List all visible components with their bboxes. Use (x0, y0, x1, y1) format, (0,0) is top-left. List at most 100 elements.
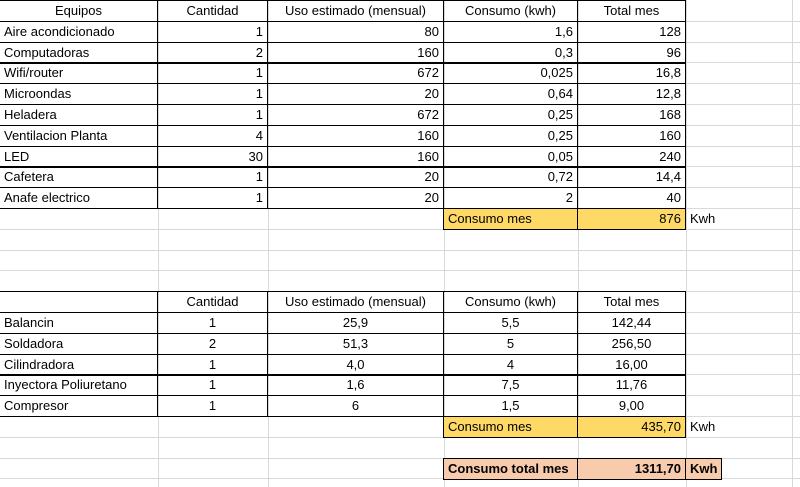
table1-cell-equipo[interactable]: Computadoras (0, 42, 158, 64)
table1-cell-total-mes[interactable]: 12,8 (577, 83, 686, 105)
gridline-row (0, 437, 800, 438)
table1-cell-cantidad[interactable]: 1 (157, 62, 268, 84)
table1-summary-label[interactable]: Consumo mes (443, 208, 578, 230)
table1-cell-equipo[interactable]: Wifi/router (0, 62, 158, 84)
table2-header-uso-estimado[interactable]: Uso estimado (mensual) (267, 291, 444, 313)
table2-cell-cantidad[interactable]: 1 (157, 312, 268, 334)
table1-cell-total-mes[interactable]: 14,4 (577, 166, 686, 188)
table2-header-total-mes[interactable]: Total mes (577, 291, 686, 313)
table1-header-total-mes[interactable]: Total mes (577, 0, 686, 22)
table1-cell-consumo-kwh[interactable]: 1,6 (443, 21, 578, 43)
table1-cell-equipo[interactable]: Cafetera (0, 166, 158, 188)
gridline-col (578, 0, 579, 487)
table2-cell-uso-estimado[interactable]: 6 (267, 395, 444, 417)
table2-cell-uso-estimado[interactable]: 25,9 (267, 312, 444, 334)
table2-cell-consumo-kwh[interactable]: 5 (443, 333, 578, 355)
table1-cell-cantidad[interactable]: 1 (157, 104, 268, 126)
table2-cell-total-mes[interactable]: 16,00 (577, 354, 686, 376)
table2-header-equipo[interactable] (0, 291, 158, 313)
table1-cell-equipo[interactable]: Ventilacion Planta (0, 125, 158, 147)
table2-cell-total-mes[interactable]: 142,44 (577, 312, 686, 334)
table1-cell-equipo[interactable]: Anafe electrico (0, 187, 158, 209)
table1-cell-cantidad[interactable]: 1 (157, 21, 268, 43)
table2-cell-consumo-kwh[interactable]: 7,5 (443, 374, 578, 396)
table1-header-uso-estimado[interactable]: Uso estimado (mensual) (267, 0, 444, 22)
table2-cell-equipo[interactable]: Balancin (0, 312, 158, 334)
table1-cell-consumo-kwh[interactable]: 2 (443, 187, 578, 209)
table2-cell-cantidad[interactable]: 2 (157, 333, 268, 355)
table2-cell-uso-estimado[interactable]: 1,6 (267, 374, 444, 396)
table1-cell-total-mes[interactable]: 96 (577, 42, 686, 64)
table1-cell-total-mes[interactable]: 40 (577, 187, 686, 209)
table2-cell-consumo-kwh[interactable]: 1,5 (443, 395, 578, 417)
table1-cell-equipo[interactable]: Heladera (0, 104, 158, 126)
table1-cell-consumo-kwh[interactable]: 0,72 (443, 166, 578, 188)
table2-cell-equipo[interactable]: Soldadora (0, 333, 158, 355)
gridline-row (0, 478, 800, 479)
table1-summary-value[interactable]: 876 (577, 208, 686, 230)
table2-summary-label[interactable]: Consumo mes (443, 416, 578, 438)
table2-cell-uso-estimado[interactable]: 51,3 (267, 333, 444, 355)
table1-cell-equipo[interactable]: Microondas (0, 83, 158, 105)
table2-cell-total-mes[interactable]: 9,00 (577, 395, 686, 417)
table1-cell-total-mes[interactable]: 168 (577, 104, 686, 126)
table2-summary-value[interactable]: 435,70 (577, 416, 686, 438)
table1-cell-uso-estimado[interactable]: 160 (267, 42, 444, 64)
table1-cell-consumo-kwh[interactable]: 0,05 (443, 146, 578, 168)
table1-cell-cantidad[interactable]: 4 (157, 125, 268, 147)
table1-cell-cantidad[interactable]: 1 (157, 166, 268, 188)
table1-cell-consumo-kwh[interactable]: 0,64 (443, 83, 578, 105)
table1-cell-consumo-kwh[interactable]: 0,3 (443, 42, 578, 64)
table1-cell-uso-estimado[interactable]: 672 (267, 104, 444, 126)
table1-cell-consumo-kwh[interactable]: 0,025 (443, 62, 578, 84)
table2-cell-consumo-kwh[interactable]: 4 (443, 354, 578, 376)
table1-cell-uso-estimado[interactable]: 80 (267, 21, 444, 43)
table2-summary-unit[interactable]: Kwh (690, 419, 716, 434)
table2-cell-cantidad[interactable]: 1 (157, 374, 268, 396)
table1-cell-uso-estimado[interactable]: 20 (267, 187, 444, 209)
table1-cell-total-mes[interactable]: 128 (577, 21, 686, 43)
gridline-col (444, 0, 445, 487)
table2-cell-cantidad[interactable]: 1 (157, 354, 268, 376)
table2-header-consumo-kwh[interactable]: Consumo (kwh) (443, 291, 578, 313)
table2-cell-consumo-kwh[interactable]: 5,5 (443, 312, 578, 334)
table1-cell-equipo[interactable]: Aire acondicionado (0, 21, 158, 43)
gridline-row (0, 229, 800, 230)
table1-cell-uso-estimado[interactable]: 160 (267, 146, 444, 168)
table2-cell-total-mes[interactable]: 11,76 (577, 374, 686, 396)
table1-header-consumo-kwh[interactable]: Consumo (kwh) (443, 0, 578, 22)
gridline-row (0, 458, 800, 459)
table1-cell-cantidad[interactable]: 30 (157, 146, 268, 168)
table2-cell-equipo[interactable]: Compresor (0, 395, 158, 417)
gridline-col (158, 0, 159, 487)
gridline-row (0, 270, 800, 271)
total-label[interactable]: Consumo total mes (443, 458, 578, 480)
table1-cell-cantidad[interactable]: 1 (157, 83, 268, 105)
table1-cell-uso-estimado[interactable]: 20 (267, 83, 444, 105)
table1-cell-cantidad[interactable]: 1 (157, 187, 268, 209)
table2-cell-equipo[interactable]: Inyectora Poliuretano (0, 374, 158, 396)
table1-summary-unit[interactable]: Kwh (690, 211, 716, 226)
table2-cell-total-mes[interactable]: 256,50 (577, 333, 686, 355)
total-unit[interactable]: Kwh (685, 458, 723, 480)
table1-cell-equipo[interactable]: LED (0, 146, 158, 168)
table1-cell-total-mes[interactable]: 16,8 (577, 62, 686, 84)
gridline-row (0, 250, 800, 251)
total-value[interactable]: 1311,70 (577, 458, 686, 480)
table1-cell-cantidad[interactable]: 2 (157, 42, 268, 64)
table1-cell-total-mes[interactable]: 160 (577, 125, 686, 147)
table1-cell-consumo-kwh[interactable]: 0,25 (443, 104, 578, 126)
table2-header-cantidad[interactable]: Cantidad (157, 291, 268, 313)
table1-cell-uso-estimado[interactable]: 672 (267, 62, 444, 84)
table1-cell-uso-estimado[interactable]: 20 (267, 166, 444, 188)
table1-cell-consumo-kwh[interactable]: 0,25 (443, 125, 578, 147)
table2-cell-cantidad[interactable]: 1 (157, 395, 268, 417)
gridline-col (686, 0, 687, 487)
table2-cell-uso-estimado[interactable]: 4,0 (267, 354, 444, 376)
table1-cell-uso-estimado[interactable]: 160 (267, 125, 444, 147)
table1-cell-total-mes[interactable]: 240 (577, 146, 686, 168)
table1-header-equipo[interactable]: Equipos (0, 0, 158, 22)
table2-cell-equipo[interactable]: Cilindradora (0, 354, 158, 376)
table1-header-cantidad[interactable]: Cantidad (157, 0, 268, 22)
